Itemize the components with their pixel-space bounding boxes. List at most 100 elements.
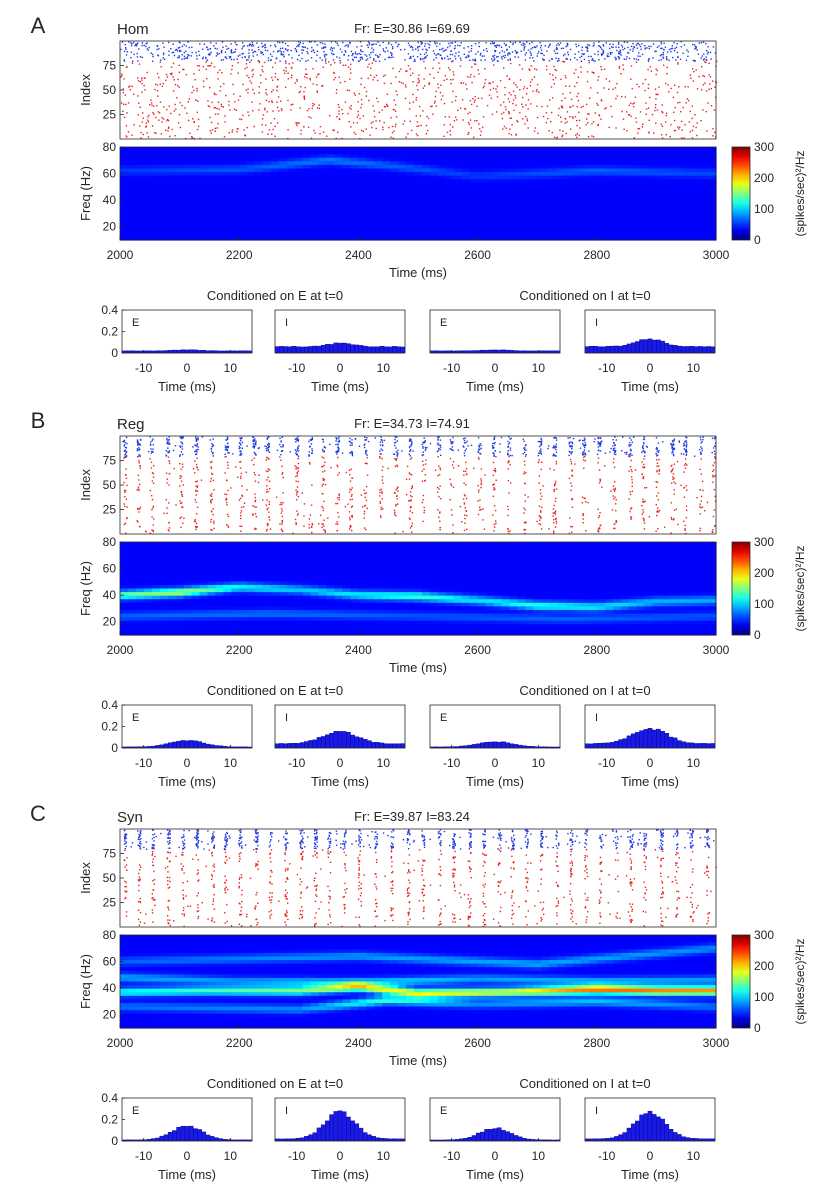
histogram-bar (522, 1138, 527, 1142)
hist-xtick-label: 10 (224, 361, 238, 375)
histogram-bar (371, 346, 376, 354)
hist-xtick-label: 0 (337, 756, 344, 770)
histogram-bar (341, 1111, 347, 1142)
histogram-bar (400, 743, 406, 749)
spectrogram-cells (120, 935, 717, 1029)
hist-xtick-label: -10 (288, 1149, 306, 1163)
histogram-bar (672, 1132, 678, 1142)
histogram-bar (176, 1127, 181, 1142)
raster-background (120, 829, 716, 927)
histogram-bar (635, 341, 640, 354)
histogram-bar (698, 346, 703, 354)
histogram-bar (635, 1120, 640, 1142)
histogram-bar (159, 744, 165, 749)
hist-xtick-label: 0 (647, 361, 654, 375)
histogram-bar (639, 1114, 644, 1142)
colorbar-gradient (731, 541, 751, 636)
histogram-bar (626, 343, 632, 354)
panel-C: C Syn Fr: E=39.87 I=83.24 25 50 75 Index 20 40 60… (30, 801, 807, 1182)
histogram-bar (618, 1134, 623, 1142)
histogram-frame (121, 309, 253, 354)
histogram-bar (367, 740, 372, 749)
histogram-bar (354, 736, 360, 749)
spec-ytick-label: 40 (103, 588, 117, 602)
raster-ylabel: Index (78, 862, 93, 894)
histogram-bar (341, 342, 347, 354)
hist-xlabel: Time (ms) (311, 774, 369, 789)
histogram-bar (188, 349, 194, 354)
histogram-bar (167, 742, 173, 749)
raster-ylabel: Index (78, 469, 93, 501)
spec-xtick-label: 3000 (703, 248, 730, 262)
histogram-bar (475, 743, 481, 749)
spec-ylabel: Freq (Hz) (78, 166, 93, 221)
histogram-1: E -10 0 10 Time (ms) 0 0.2 0.4 (101, 698, 253, 789)
hist-ytick-label: 0.2 (101, 1113, 118, 1127)
panel-letter: B (31, 408, 46, 433)
histogram-bar (188, 740, 194, 749)
colorbar-tick-label: 300 (754, 928, 774, 942)
histogram-bar (197, 1129, 202, 1142)
spec-xlabel: Time (ms) (389, 265, 447, 280)
histogram-bar (333, 1111, 339, 1142)
hist-ytick-label: 0.4 (101, 1091, 118, 1105)
histogram-frame (429, 704, 561, 749)
histogram-bar (614, 740, 619, 749)
histogram-2: I -10 0 10 Time (ms) (274, 1097, 406, 1182)
histogram-bar (172, 741, 177, 749)
hist-xlabel: Time (ms) (466, 774, 524, 789)
spec-ytick-label: 20 (103, 615, 117, 629)
hist-xtick-label: -10 (288, 361, 306, 375)
histogram-bar (517, 744, 523, 749)
histogram-bar (698, 743, 703, 749)
colorbar-tick-label: 200 (754, 171, 774, 185)
colorbar: 0 100 200 300 (spikes/sec)²/Hz (731, 535, 807, 642)
histogram-bar (329, 344, 334, 354)
histogram-bar (509, 743, 515, 749)
histogram-bar (388, 346, 393, 354)
histogram-label: I (285, 317, 288, 329)
histogram-4: I -10 0 10 Time (ms) (584, 309, 716, 394)
panel-name: Syn (117, 809, 143, 826)
panel-name: Reg (117, 416, 145, 433)
raster-spikes (123, 829, 717, 928)
histogram-bar (320, 736, 326, 749)
hist-xlabel: Time (ms) (621, 774, 679, 789)
histogram-bar (647, 1110, 653, 1142)
raster-ytick-label: 75 (103, 454, 117, 468)
histogram-bar (367, 346, 372, 354)
histogram-bar (320, 344, 326, 354)
histogram-bar (333, 342, 339, 354)
colorbar-tick-label: 0 (754, 1021, 761, 1035)
histogram-bar (383, 743, 389, 749)
hist-ytick-label: 0 (111, 346, 118, 360)
histogram-bar (630, 733, 636, 749)
hist-xtick-label: 10 (532, 361, 546, 375)
histogram-bar (193, 349, 198, 354)
histogram-3: E -10 0 10 Time (ms) (429, 704, 561, 789)
histogram-bar (639, 730, 644, 749)
histogram-bar (651, 1114, 657, 1142)
histogram-label: I (595, 317, 598, 329)
histogram-bar (346, 343, 351, 354)
histogram-3: E -10 0 10 Time (ms) (429, 1097, 561, 1182)
colorbar-tick-label: 300 (754, 140, 774, 154)
histogram-bar (664, 733, 670, 749)
spec-xtick-label: 2000 (107, 643, 134, 657)
spec-xtick-label: 2200 (226, 248, 253, 262)
histogram-bar (702, 743, 707, 749)
histogram-bar (664, 343, 670, 354)
histogram-bar (614, 1136, 619, 1142)
histogram-bar (163, 1134, 169, 1142)
histogram-bar (630, 342, 636, 354)
histogram-bar (287, 346, 292, 354)
histogram-bar (176, 740, 181, 749)
raster-plot: 25 50 75 Index (78, 828, 717, 928)
histogram-frame (429, 309, 561, 354)
histogram-bar (180, 1125, 186, 1142)
histogram-bar (668, 1128, 674, 1142)
histogram-label: E (440, 1105, 447, 1117)
hist-xtick-label: -10 (598, 756, 616, 770)
histogram-bar (316, 737, 322, 749)
histogram-bar (172, 1130, 177, 1142)
